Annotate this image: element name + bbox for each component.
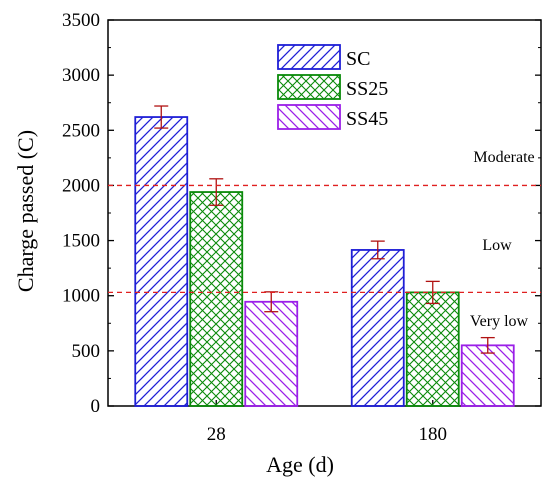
y-tick-label: 1000 <box>62 286 100 307</box>
zone-label-moderate: Moderate <box>473 149 534 166</box>
bar-ss45-180 <box>460 344 515 407</box>
x-tick-label: 28 <box>207 424 226 445</box>
y-tick-label: 3500 <box>62 10 100 31</box>
bar-sc-180 <box>350 249 405 407</box>
y-tick-label: 500 <box>72 341 101 362</box>
legend-swatch-sc <box>277 44 341 70</box>
zone-label-very-low: Very low <box>470 313 529 330</box>
bar-ss25-28 <box>189 191 244 407</box>
bar-sc-28 <box>134 116 189 407</box>
y-tick-label: 1500 <box>62 231 100 252</box>
y-tick-label: 0 <box>91 396 101 417</box>
bar-ss45-28 <box>244 300 299 407</box>
legend-swatch-ss25 <box>277 74 341 100</box>
x-tick-label: 180 <box>419 424 448 445</box>
bar-ss25-180 <box>405 291 460 407</box>
zone-labels: Moderate Low Very low <box>470 149 535 330</box>
y-tick-label: 2000 <box>62 175 100 196</box>
legend-label-sc: SC <box>346 48 370 70</box>
x-axis-title: Age (d) <box>266 452 334 477</box>
zone-label-low: Low <box>482 237 512 254</box>
y-axis-title: Charge passed (C) <box>13 130 38 292</box>
y-tick-label: 2500 <box>62 120 100 141</box>
legend-swatch-ss45 <box>277 104 341 130</box>
y-tick-label: 3000 <box>62 65 100 86</box>
legend-label-ss25: SS25 <box>346 78 388 100</box>
plot-area: 0 500 1000 1500 2000 2500 3000 3500 28 180 SC SS25 S… <box>62 10 542 445</box>
legend-label-ss45: SS45 <box>346 108 388 130</box>
